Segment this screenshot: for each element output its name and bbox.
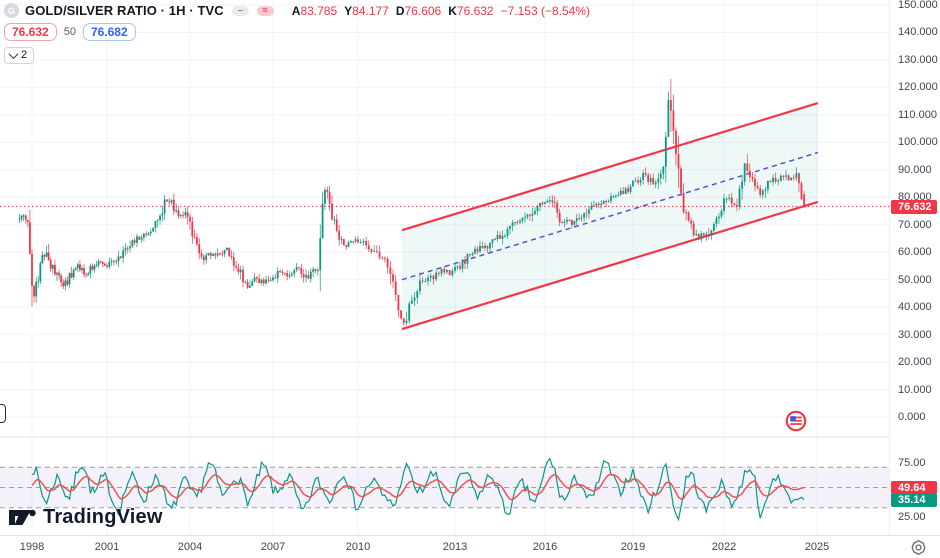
wave-pill-icon[interactable]: ≈ <box>256 5 274 16</box>
price-axis-label: 90.000 <box>898 163 932 176</box>
time-axis-label: 2013 <box>442 541 468 553</box>
current-price-badge: 76.632 <box>891 199 937 214</box>
time-axis-label: 1998 <box>19 541 45 553</box>
clipped-sticker-icon <box>0 404 6 423</box>
price-axis-label: 100.000 <box>898 136 938 149</box>
low-value: 76.606 <box>404 3 442 18</box>
last-price-box[interactable]: 76.632 <box>4 23 57 41</box>
settings-gear-icon[interactable] <box>910 539 927 556</box>
open-value: 83.785 <box>300 3 338 18</box>
time-axis-label: 2010 <box>345 541 371 553</box>
change-value: −7.153 (−8.54%) <box>500 3 591 18</box>
close-value: 76.632 <box>456 3 494 18</box>
tradingview-logo[interactable]: TradingView <box>8 505 163 529</box>
high-label: Y <box>344 3 353 18</box>
price-axis-label: 60.000 <box>898 246 932 259</box>
time-axis-label: 2019 <box>620 541 646 553</box>
time-axis-label: 2025 <box>804 541 830 553</box>
price-axis-label: 40.000 <box>898 301 932 314</box>
price-axis-label: 20.000 <box>898 356 932 369</box>
close-label: K <box>448 3 457 18</box>
time-axis-label: 2022 <box>711 541 737 553</box>
sub-axis-lower-label: 25.00 <box>898 511 926 523</box>
price-axis-label: 70.000 <box>898 218 932 231</box>
time-axis-label: 2004 <box>177 541 203 553</box>
price-axis-label: 30.000 <box>898 328 932 341</box>
tradingview-logo-text: TradingView <box>43 505 163 528</box>
ohlc-values: A83.785 Y84.177 D76.606 K76.632 −7.153 (… <box>292 4 590 18</box>
time-axis-label: 2007 <box>260 541 286 553</box>
time-axis-label: 2016 <box>532 541 558 553</box>
time-axis-label: 2001 <box>94 541 120 553</box>
price-axis-label: 50.000 <box>898 273 932 286</box>
high-value: 84.177 <box>352 3 389 18</box>
oscillator-red-badge: 49.64 <box>891 480 937 495</box>
symbol-title[interactable]: GOLD/SILVER RATIO · 1H · TVC <box>25 3 224 18</box>
price-axis-label: 80.000 <box>898 191 932 204</box>
sub-axis-upper-label: 75.00 <box>898 457 926 469</box>
price-axis-label: 110.000 <box>898 108 937 121</box>
low-label: D <box>395 3 405 18</box>
price-axis-label: 120.000 <box>898 81 938 94</box>
price-axis-label: 150.000 <box>898 0 938 11</box>
oscillator-green-badge: 35.14 <box>891 493 937 507</box>
chevron-down-icon <box>8 48 19 59</box>
ma-period-label: 50 <box>63 26 76 38</box>
price-axis-label: 140.000 <box>898 26 938 39</box>
minus-pill-icon[interactable]: – <box>231 5 249 16</box>
us-flag-event-icon[interactable] <box>785 410 807 432</box>
indicators-collapse-button[interactable]: 2 <box>4 47 35 64</box>
open-label: A <box>291 3 301 18</box>
time-axis[interactable]: 1998 2001 2004 2007 2010 2013 2016 2019 2022 2025 <box>0 535 940 558</box>
symbol-logo-icon: G <box>4 3 19 18</box>
price-axis-label: 10.000 <box>898 383 932 396</box>
price-axis[interactable]: 76.632 75.00 25.00 49.64 35.14 150.000 14… <box>890 0 940 535</box>
price-axis-label: 130.000 <box>898 53 938 66</box>
ma-price-box[interactable]: 76.682 <box>82 23 136 41</box>
indicator-count: 2 <box>21 49 28 61</box>
price-axis-label: 0.000 <box>898 411 926 423</box>
tradingview-logo-icon <box>9 509 36 525</box>
